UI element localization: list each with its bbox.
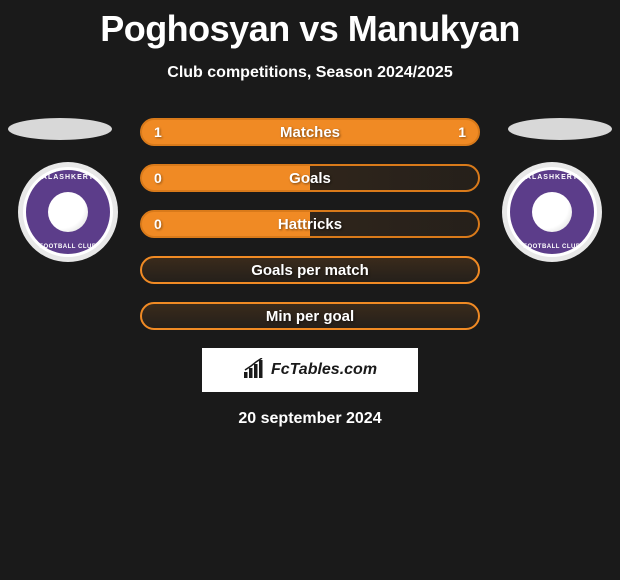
stat-label: Hattricks xyxy=(278,216,342,233)
club-badge-left: ALASHKERT FOOTBALL CLUB xyxy=(18,162,118,262)
stat-bar-goals: 0 Goals xyxy=(140,164,480,192)
attribution-badge: FcTables.com xyxy=(202,348,418,392)
club-badge-inner-left: ALASHKERT FOOTBALL CLUB xyxy=(23,167,113,257)
stat-label: Min per goal xyxy=(266,308,354,325)
subtitle: Club competitions, Season 2024/2025 xyxy=(0,64,620,82)
chart-icon xyxy=(243,358,267,383)
badge-text-bottom-left: FOOTBALL CLUB xyxy=(26,244,110,250)
attribution-text: FcTables.com xyxy=(271,361,377,379)
club-badge-inner-right: ALASHKERT FOOTBALL CLUB xyxy=(507,167,597,257)
badge-text-bottom-right: FOOTBALL CLUB xyxy=(510,244,594,250)
football-icon xyxy=(532,192,572,232)
stat-bar-hattricks: 0 Hattricks xyxy=(140,210,480,238)
stat-label: Goals per match xyxy=(251,262,369,279)
stat-value-left: 1 xyxy=(154,124,162,140)
stat-bar-goals-per-match: Goals per match xyxy=(140,256,480,284)
badge-text-top-left: ALASHKERT xyxy=(26,174,110,181)
date-text: 20 september 2024 xyxy=(0,410,620,428)
football-icon xyxy=(48,192,88,232)
comparison-panel: ALASHKERT FOOTBALL CLUB ALASHKERT FOOTBA… xyxy=(0,118,620,428)
stat-value-right: 1 xyxy=(458,124,466,140)
stat-label: Matches xyxy=(280,124,340,141)
stat-label: Goals xyxy=(289,170,331,187)
player-silhouette-right xyxy=(508,118,612,140)
stat-bars: 1 Matches 1 0 Goals 0 Hattricks Goals pe… xyxy=(140,118,480,330)
club-badge-right: ALASHKERT FOOTBALL CLUB xyxy=(502,162,602,262)
stat-bar-matches: 1 Matches 1 xyxy=(140,118,480,146)
player-silhouette-left xyxy=(8,118,112,140)
stat-value-left: 0 xyxy=(154,216,162,232)
stat-bar-min-per-goal: Min per goal xyxy=(140,302,480,330)
page-title: Poghosyan vs Manukyan xyxy=(0,0,620,50)
stat-value-left: 0 xyxy=(154,170,162,186)
badge-text-top-right: ALASHKERT xyxy=(510,174,594,181)
